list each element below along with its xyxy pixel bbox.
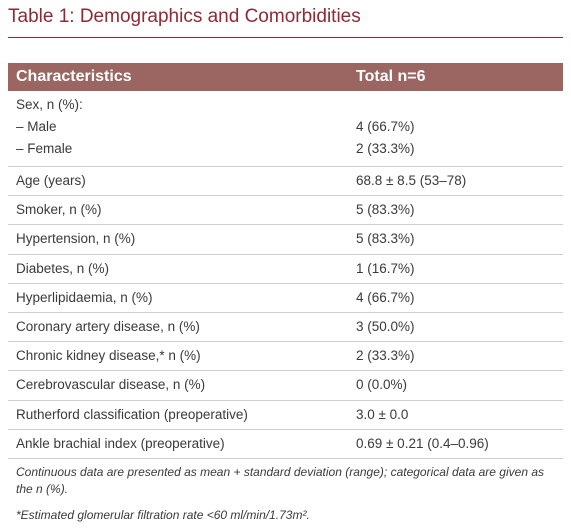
row-value: 5 (83.3%) [356,202,415,218]
group-heading: Sex, n (%): [16,97,83,112]
row-value: 68.8 ± 8.5 (53–78) [356,173,467,188]
row-label: – Female [16,141,73,156]
row-value: 0.69 ± 0.21 (0.4–0.96) [356,435,489,451]
row-separator [8,399,563,401]
row-label: Rutherford classification (preoperative) [16,406,248,422]
row-separator [8,458,563,459]
row-separator [8,341,563,343]
row-separator [8,166,563,167]
row-value: 3.0 ± 0.0 [356,406,409,422]
row-label: Coronary artery disease, n (%) [16,319,200,334]
title-rule [8,37,563,38]
row-value: 4 (66.7%) [356,119,415,134]
row-separator [8,312,563,313]
row-label: Cerebrovascular disease, n (%) [16,377,206,393]
row-label: Hyperlipidaemia, n (%) [16,289,153,305]
row-separator [8,370,563,372]
row-label: Age (years) [16,173,86,188]
row-separator [8,253,563,255]
row-separator [8,282,563,284]
row-value: 2 (33.3%) [356,348,415,364]
row-value: 4 (66.7%) [356,289,415,305]
footnote: Continuous data are presented as mean + … [16,465,544,496]
row-separator [8,195,563,197]
row-value: 5 (83.3%) [356,231,415,247]
column-header: Total n=6 [356,66,426,88]
row-value: 2 (33.3%) [356,141,415,156]
row-label: – Male [16,119,57,134]
row-label: Hypertension, n (%) [16,231,136,247]
row-label: Chronic kidney disease,* n (%) [16,348,201,364]
column-header: Characteristics [16,66,132,88]
row-value: 3 (50.0%) [356,319,415,334]
row-separator [8,224,563,226]
row-label: Diabetes, n (%) [16,260,110,276]
row-label: Smoker, n (%) [16,202,102,218]
row-separator [8,428,563,430]
row-value: 1 (16.7%) [356,260,415,276]
row-label: Ankle brachial index (preoperative) [16,435,225,451]
footnote: *Estimated glomerular filtration rate <6… [16,508,310,522]
table-title: Table 1: Demographics and Comorbidities [8,6,361,27]
row-value: 0 (0.0%) [356,377,408,393]
